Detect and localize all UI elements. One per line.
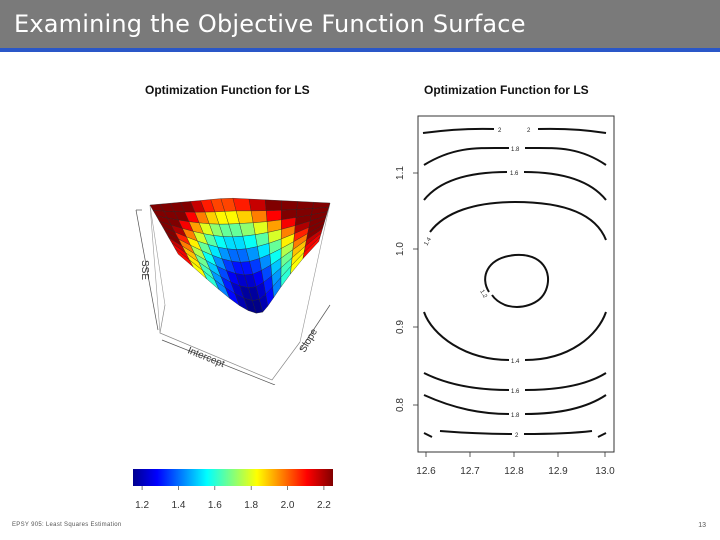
contour-line-bottom-1-8 (423, 394, 607, 415)
color-scale-tick-3: 1.8 (244, 500, 258, 511)
contour-x-tick-labels: 12.6 12.7 12.8 12.9 13.0 (416, 466, 615, 477)
surface-box (149, 202, 331, 381)
contour-x-tick-4: 13.0 (595, 466, 615, 477)
surface-tile (296, 201, 315, 210)
contour-lines (422, 127, 607, 438)
contour-label-bottom-1-4: 1.4 (511, 359, 520, 365)
contour-y-axis (413, 172, 418, 406)
surface-tile (281, 200, 298, 211)
surface-tile (232, 198, 252, 212)
contour-y-tick-labels: 0.8 0.9 1.0 1.1 (395, 166, 406, 412)
contour-x-tick-1: 12.7 (460, 466, 480, 477)
contour-label-bottom-1-6: 1.6 (511, 389, 520, 395)
surface-tile (250, 210, 268, 223)
contour-y-tick-2: 1.0 (395, 242, 406, 256)
color-scale-bar (133, 469, 333, 486)
title-rule (0, 48, 720, 52)
contour-line-top-2-left (422, 127, 495, 134)
color-scale-tick-4: 2.0 (281, 500, 295, 511)
contour-label-center-1-2: 1.2 (478, 289, 488, 300)
contour-chart-title: Optimization Function for LS (424, 83, 589, 97)
surface-tile (302, 236, 321, 260)
slide-title: Examining the Objective Function Surface (14, 10, 526, 38)
surface-chart-title: Optimization Function for LS (145, 83, 310, 97)
contour-line-center-1-2 (484, 253, 550, 308)
surface-tile (266, 210, 282, 222)
contour-line-bottom-2-mid (439, 430, 593, 435)
surface-axis-ticks (135, 209, 331, 385)
contour-x-tick-3: 12.9 (548, 466, 568, 477)
contour-label-top-2-b: 2 (527, 128, 531, 134)
contour-line-left-1-4 (429, 200, 607, 241)
contour-plot: 2 2 1.8 1.6 1.4 1.2 1.4 1.6 1.8 2 12.6 1… (395, 115, 615, 477)
color-scale-tick-2: 1.6 (208, 500, 222, 511)
color-scale-tick-5: 2.2 (317, 500, 331, 511)
contour-label-top-1-6: 1.6 (510, 171, 519, 177)
surface-x-axis-label: Intercept (186, 345, 226, 370)
footer-course-label: EPSY 905: Least Squares Estimation (12, 522, 122, 528)
contour-y-tick-0: 0.8 (395, 398, 406, 412)
surface-plot: SSE Intercept Slope (135, 198, 331, 385)
contour-y-tick-1: 0.9 (395, 320, 406, 334)
contour-line-top-1-8 (423, 146, 607, 166)
color-scale-legend: 1.2 1.4 1.6 1.8 2.0 2.2 (133, 469, 333, 511)
color-scale-tick-1: 1.4 (172, 500, 186, 511)
contour-label-left-1-4: 1.4 (424, 236, 434, 247)
contour-line-bottom-2-left (423, 432, 433, 438)
contour-x-axis (425, 452, 606, 457)
contour-label-top-1-8: 1.8 (511, 147, 520, 153)
surface-tile (265, 199, 282, 211)
contour-x-tick-2: 12.8 (504, 466, 524, 477)
surface-y-axis-label: Slope (298, 327, 321, 355)
contour-line-bottom-2-right (597, 432, 607, 438)
color-scale-ticks: 1.2 1.4 1.6 1.8 2.0 2.2 (135, 486, 331, 511)
color-scale-tick-0: 1.2 (135, 500, 149, 511)
contour-line-top-1-6 (423, 171, 607, 201)
contour-line-bottom-1-6 (423, 372, 607, 391)
title-bar (0, 0, 720, 48)
contour-label-bottom-1-8: 1.8 (511, 413, 520, 419)
contour-label-bottom-2: 2 (515, 433, 519, 439)
footer-page-number: 13 (698, 522, 706, 529)
contour-plot-frame (417, 115, 615, 453)
surface-z-axis-label: SSE (139, 260, 150, 280)
contour-y-tick-3: 1.1 (395, 166, 406, 180)
surface-tiles (149, 198, 331, 314)
contour-line-top-2-right (537, 127, 607, 134)
surface-tile (248, 198, 267, 212)
contour-label-top-2-a: 2 (498, 128, 502, 134)
contour-line-bottom-1-4 (423, 311, 607, 361)
contour-x-tick-0: 12.6 (416, 466, 436, 477)
contour-level-labels: 2 2 1.8 1.6 1.4 1.2 1.4 1.6 1.8 2 (424, 128, 531, 439)
